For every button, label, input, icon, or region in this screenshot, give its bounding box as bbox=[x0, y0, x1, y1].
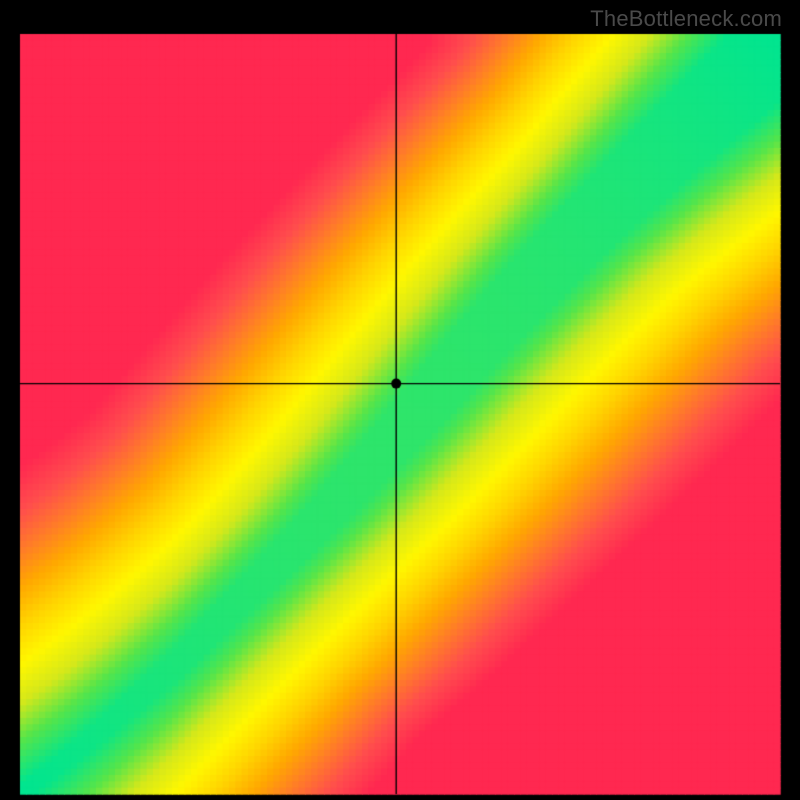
chart-container: TheBottleneck.com bbox=[0, 0, 800, 800]
bottleneck-heatmap bbox=[0, 0, 800, 800]
watermark-text: TheBottleneck.com bbox=[590, 6, 782, 32]
